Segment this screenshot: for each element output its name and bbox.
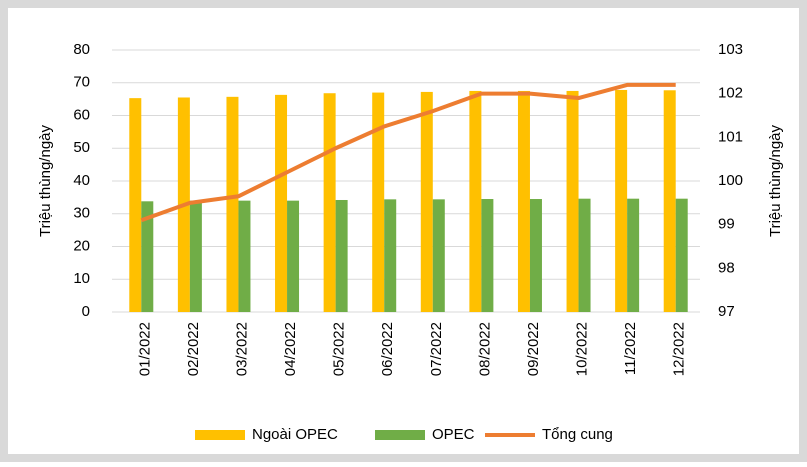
x-tick-label: 07/2022 <box>428 322 445 376</box>
x-tick-label: 12/2022 <box>671 322 688 376</box>
line <box>140 82 676 223</box>
bar <box>238 200 251 312</box>
bar <box>141 201 154 312</box>
x-tick-label: 04/2022 <box>282 322 299 376</box>
legend-label: Ngoài OPEC <box>252 426 338 443</box>
y-tick-label: 80 <box>73 41 90 58</box>
y-tick-label: 50 <box>73 139 90 156</box>
bar <box>578 198 591 312</box>
bar <box>469 90 482 312</box>
x-tick-label: 03/2022 <box>233 322 250 376</box>
y-axis-title: Triệu thùng/ngày <box>37 124 54 237</box>
bar <box>335 199 348 312</box>
y2-axis-title: Triệu thùng/ngày <box>767 124 784 237</box>
bar <box>226 96 239 313</box>
legend-swatch <box>195 430 245 440</box>
y2-tick-label: 101 <box>718 128 743 145</box>
bar <box>615 89 628 312</box>
x-tick-label: 10/2022 <box>574 322 591 376</box>
bar <box>372 92 385 312</box>
legend-label: Tổng cung <box>542 426 613 443</box>
x-tick-label: 05/2022 <box>331 322 348 376</box>
bar <box>323 93 336 312</box>
x-tick-label: 11/2022 <box>622 322 639 375</box>
bar <box>420 91 433 312</box>
bar <box>287 200 300 312</box>
y2-tick-label: 103 <box>718 41 743 58</box>
x-tick-label: 02/2022 <box>185 322 202 376</box>
bar <box>481 199 494 312</box>
bar <box>517 90 530 312</box>
x-tick-label: 01/2022 <box>136 322 153 376</box>
y2-tick-label: 102 <box>718 85 743 102</box>
y2-tick-label: 100 <box>718 172 743 189</box>
bar <box>675 198 688 312</box>
y2-tick-label: 99 <box>718 216 735 233</box>
x-tick-label: 09/2022 <box>525 322 542 376</box>
legend-swatch <box>375 430 425 440</box>
x-tick-label: 06/2022 <box>379 322 396 376</box>
bar <box>566 90 579 312</box>
y-tick-label: 20 <box>73 237 90 254</box>
y2-tick-label: 98 <box>718 259 735 276</box>
bar <box>529 199 542 312</box>
y-tick-label: 70 <box>73 74 90 91</box>
y-tick-label: 30 <box>73 205 90 222</box>
bar <box>189 200 202 312</box>
y-tick-label: 40 <box>73 172 90 189</box>
x-tick-label: 08/2022 <box>476 322 493 376</box>
y-tick-label: 0 <box>82 303 90 320</box>
bar <box>275 94 288 313</box>
y-tick-label: 10 <box>73 270 90 287</box>
bar <box>129 98 142 312</box>
bar <box>384 199 397 312</box>
bar <box>432 199 445 312</box>
y-tick-label: 60 <box>73 106 90 123</box>
legend-label: OPEC <box>432 426 475 443</box>
bar <box>627 198 640 312</box>
y2-tick-label: 97 <box>718 303 735 320</box>
bar <box>663 90 676 312</box>
